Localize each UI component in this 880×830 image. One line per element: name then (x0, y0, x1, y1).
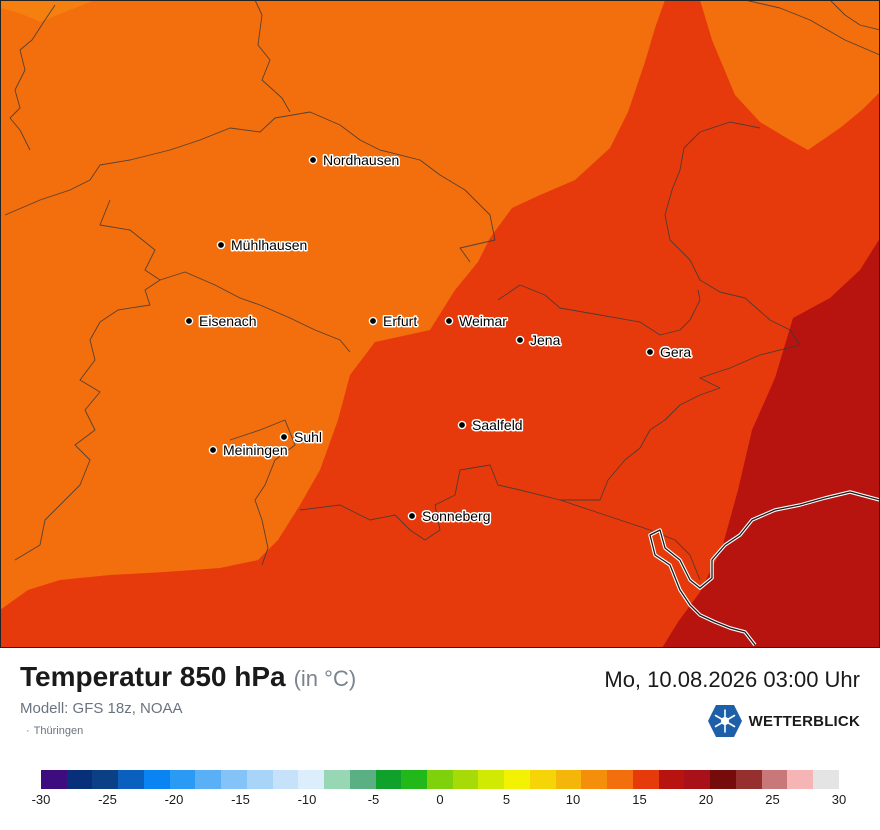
scale-tick-label: 0 (436, 792, 444, 807)
city-meiningen[interactable]: Meiningen (208, 441, 289, 460)
scale-tick-label: -10 (297, 792, 317, 807)
scale-swatch (504, 770, 530, 789)
city-label: Gera (660, 344, 691, 360)
scale-swatch (632, 770, 659, 789)
scale-swatch (427, 770, 453, 789)
scale-swatch (195, 770, 222, 789)
scale-tick-label: 25 (765, 792, 780, 807)
scale-swatch (529, 770, 556, 789)
map-title: Temperatur 850 hPa (in °C) (20, 661, 356, 693)
region-label: · Thüringen (26, 725, 83, 737)
model-info: Modell: GFS 18z, NOAA (20, 700, 183, 717)
region-bullet-icon: · (26, 725, 30, 737)
scale-swatch (118, 770, 144, 789)
city-sonneberg[interactable]: Sonneberg (407, 507, 492, 526)
city-saalfeld[interactable]: Saalfeld (457, 416, 524, 435)
city-dot-icon (308, 155, 318, 165)
scale-tick-label: 15 (632, 792, 647, 807)
city-label: Mühlhausen (231, 237, 307, 253)
city-label: Saalfeld (472, 417, 523, 433)
scale-swatch (607, 770, 633, 789)
scale-tick-label: 5 (502, 792, 511, 807)
city-dot-icon (645, 347, 655, 357)
scale-tick-label: -20 (164, 792, 184, 807)
scale-swatch (246, 770, 273, 789)
city-dot-icon (457, 420, 467, 430)
scale-swatch (478, 770, 505, 789)
city-suhl[interactable]: Suhl (279, 428, 324, 447)
scale-swatch (41, 770, 67, 789)
city-dot-icon (208, 445, 218, 455)
scale-tick-label: -30 (31, 792, 51, 807)
city-label: Eisenach (199, 313, 257, 329)
scale-swatch (658, 770, 685, 789)
city-label: Nordhausen (323, 152, 399, 168)
scale-tick-label: 10 (565, 792, 581, 807)
scale-swatch (298, 770, 325, 789)
region-text: Thüringen (33, 725, 84, 737)
scale-swatch (761, 770, 788, 789)
brand-logo[interactable]: WETTERBLICK (707, 704, 860, 738)
scale-swatch (735, 770, 762, 789)
temperature-map[interactable]: Nordhausen Mühlhausen Eisenach Erfurt Weimar… (0, 0, 880, 648)
brand-name: WETTERBLICK (748, 712, 860, 730)
scale-swatch (92, 770, 119, 789)
scale-swatch (813, 770, 839, 789)
scale-swatch (452, 770, 479, 789)
scale-swatch (324, 770, 350, 789)
city-dot-icon (279, 432, 289, 442)
city-dot-icon (368, 316, 378, 326)
scale-swatch (143, 770, 170, 789)
district-boundaries (4, 0, 880, 581)
city-jena[interactable]: Jena (515, 331, 562, 350)
title-text: Temperatur 850 hPa (20, 661, 286, 692)
city-label: Jena (530, 332, 561, 348)
scale-swatch (221, 770, 247, 789)
scale-swatch (787, 770, 814, 789)
city-dot-icon (515, 335, 525, 345)
scale-swatch (272, 770, 299, 789)
city-label: Suhl (294, 429, 322, 445)
city-dot-icon (216, 240, 226, 250)
scale-tick-label: -15 (231, 792, 250, 807)
national-border (648, 490, 880, 647)
scale-swatch (375, 770, 402, 789)
scale-swatch (710, 770, 736, 789)
scale-tick-label: -5 (367, 792, 380, 807)
city-eisenach[interactable]: Eisenach (184, 312, 258, 331)
city-label: Meiningen (223, 442, 288, 458)
snowflake-sun-icon (707, 705, 742, 737)
title-unit: (in °C) (293, 666, 357, 691)
scale-swatch (581, 770, 608, 789)
city-weimar[interactable]: Weimar (444, 312, 509, 331)
temp-zone-medium (0, 0, 880, 648)
map-footer: Temperatur 850 hPa (in °C) Modell: GFS 18… (0, 648, 880, 830)
scale-swatch (66, 770, 93, 789)
temp-zone-dark (662, 238, 880, 648)
temperature-color-scale (41, 770, 839, 789)
scale-swatch (349, 770, 376, 789)
scale-swatch (555, 770, 582, 789)
city-label: Erfurt (383, 313, 417, 329)
city-dot-icon (184, 316, 194, 326)
city-markers: Nordhausen Mühlhausen Eisenach Erfurt Weimar… (184, 151, 693, 526)
scale-tick-label: 30 (831, 792, 847, 807)
temp-zone-lighter-patch (0, 0, 95, 22)
scale-swatch (401, 770, 428, 789)
city-erfurt[interactable]: Erfurt (368, 312, 419, 331)
city-gera[interactable]: Gera (645, 343, 693, 362)
scale-tick-label: 20 (698, 792, 714, 807)
city-dot-icon (407, 511, 417, 521)
forecast-datetime: Mo, 10.08.2026 03:00 Uhr (604, 667, 860, 692)
city-label: Weimar (459, 313, 507, 329)
city-dot-icon (444, 316, 454, 326)
scale-swatch (169, 770, 196, 789)
city-label: Sonneberg (422, 508, 491, 524)
city-mühlhausen[interactable]: Mühlhausen (216, 236, 309, 255)
color-scale-ticks: -30 -25 -20 -15 -10 -5 0 5 10 15 20 25 30 (32, 792, 847, 810)
scale-tick-label: -25 (98, 792, 117, 807)
scale-swatch (684, 770, 711, 789)
city-nordhausen[interactable]: Nordhausen (308, 151, 401, 170)
